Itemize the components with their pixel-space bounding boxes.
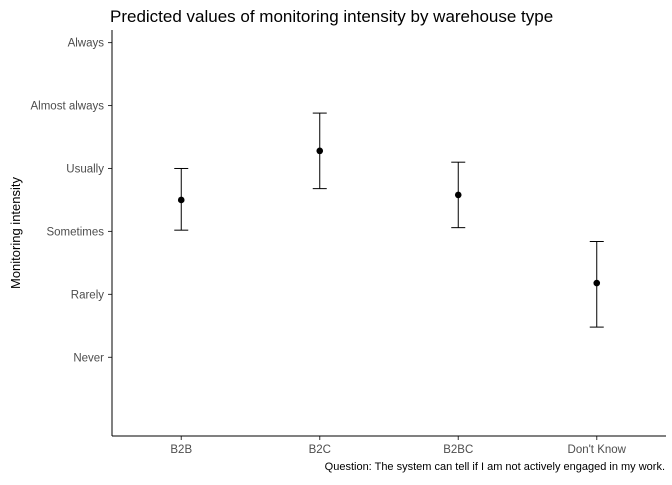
x-tick-label: Don't Know (568, 444, 627, 456)
data-point (593, 279, 601, 287)
y-tick-label: Rarely (71, 289, 104, 301)
error-bar-group (589, 240, 604, 328)
y-axis-title: Monitoring intensity (8, 177, 23, 289)
data-point (454, 191, 462, 199)
error-bar-group (312, 112, 327, 190)
y-tick-label: Sometimes (46, 226, 104, 238)
y-tick-label: Almost always (31, 101, 105, 113)
error-bar-group (174, 167, 189, 231)
x-tick-label: B2C (309, 444, 331, 456)
data-point (316, 147, 324, 155)
x-tick-label: B2B (170, 444, 192, 456)
y-tick-label: Never (73, 352, 104, 364)
x-tick-label: B2BC (443, 444, 473, 456)
error-bar-group (451, 161, 466, 229)
chart-title: Predicted values of monitoring intensity… (110, 7, 553, 26)
chart-caption: Question: The system can tell if I am no… (325, 461, 665, 473)
data-marks (174, 112, 604, 328)
x-axis-ticks: B2B B2C B2BC Don't Know (170, 436, 627, 456)
data-point (177, 196, 185, 204)
y-axis-ticks: Never Rarely Sometimes Usually Almost always… (31, 38, 112, 364)
y-tick-label: Usually (66, 163, 104, 175)
y-tick-label: Always (68, 38, 105, 50)
